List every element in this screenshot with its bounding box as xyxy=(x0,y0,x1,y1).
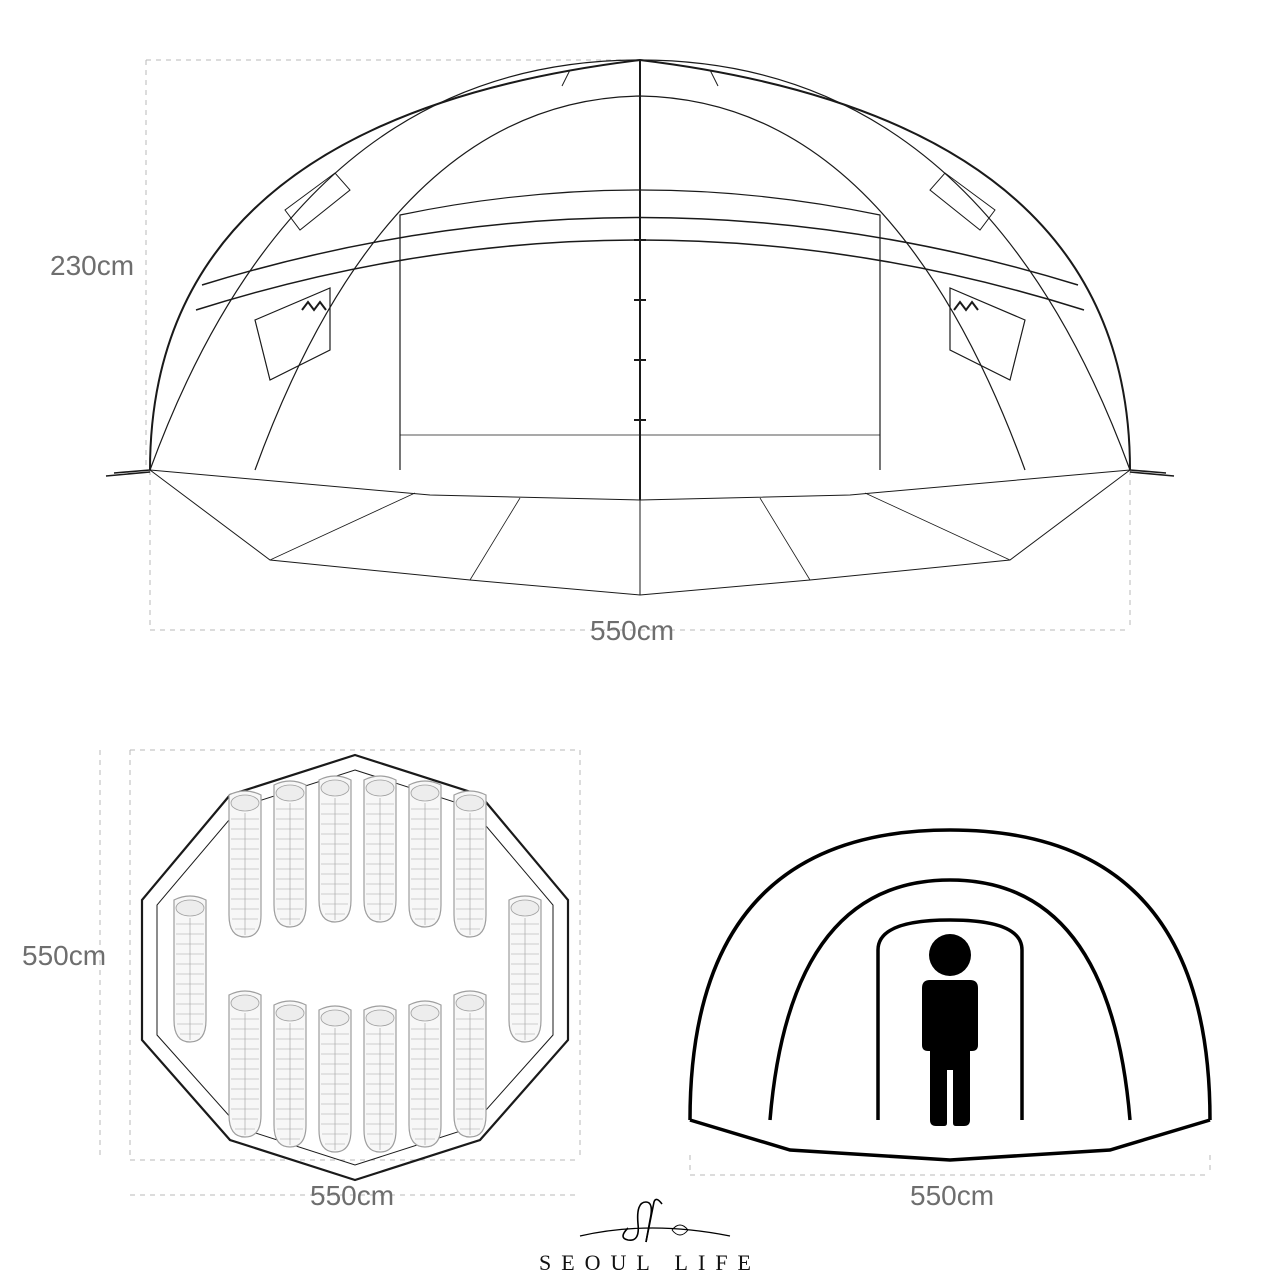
brand-monogram-icon xyxy=(520,1190,780,1250)
height-label: 230cm xyxy=(50,250,134,282)
floor-plan-view: 550cm 550cm xyxy=(70,740,630,1210)
brand-logo: SEOUL LIFE xyxy=(520,1190,780,1276)
tent-front-view: 230cm 550cm xyxy=(70,40,1210,680)
floor-height-label: 550cm xyxy=(22,940,106,972)
floor-plan-drawing xyxy=(70,740,630,1210)
silhouette-drawing xyxy=(670,820,1230,1180)
tent-front-drawing xyxy=(70,40,1210,680)
brand-name: SEOUL LIFE xyxy=(520,1250,780,1276)
silhouette-width-label: 550cm xyxy=(910,1180,994,1212)
floor-width-label: 550cm xyxy=(310,1180,394,1212)
width-label: 550cm xyxy=(590,615,674,647)
silhouette-view: 550cm xyxy=(670,820,1230,1210)
person-icon xyxy=(922,934,978,1126)
